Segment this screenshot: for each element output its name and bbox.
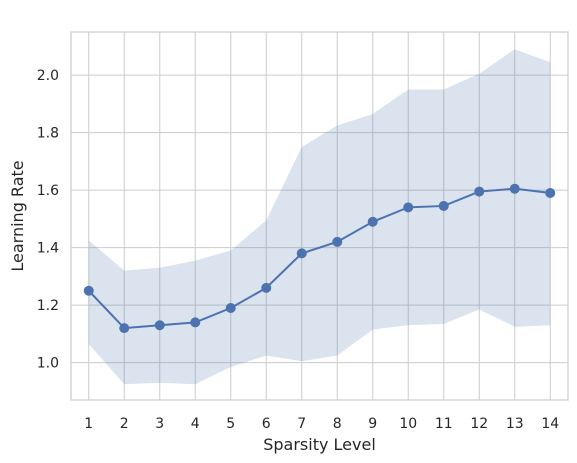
x-tick-label: 10 bbox=[399, 416, 417, 432]
data-point bbox=[367, 216, 378, 227]
x-tick-label: 9 bbox=[368, 416, 377, 432]
y-tick-labels: 1.0 1.2 1.4 1.6 1.8 2.0 bbox=[37, 68, 59, 372]
x-tick-label: 13 bbox=[506, 416, 524, 432]
x-tick-label: 3 bbox=[155, 416, 164, 432]
y-tick-label: 1.0 bbox=[37, 356, 59, 372]
x-tick-label: 5 bbox=[226, 416, 235, 432]
y-tick-label: 1.2 bbox=[37, 298, 59, 314]
x-axis-label: Sparsity Level bbox=[263, 435, 376, 454]
plot-frame bbox=[70, 31, 569, 401]
data-point bbox=[474, 186, 485, 197]
data-points bbox=[83, 183, 556, 334]
y-tick-label: 2.0 bbox=[37, 68, 59, 84]
series-line bbox=[88, 187, 551, 330]
data-point bbox=[83, 285, 94, 296]
x-tick-labels: 1 2 3 4 5 6 7 8 9 10 11 12 13 14 bbox=[84, 416, 559, 432]
x-tick-label: 7 bbox=[297, 416, 306, 432]
y-tick-label: 1.8 bbox=[37, 126, 59, 142]
x-tick-label: 11 bbox=[435, 416, 453, 432]
data-point bbox=[154, 320, 165, 331]
data-point bbox=[261, 282, 272, 293]
data-point bbox=[545, 188, 556, 198]
x-gridlines bbox=[88, 32, 551, 400]
x-tick-label: 4 bbox=[191, 416, 200, 432]
x-tick-label: 8 bbox=[333, 416, 342, 432]
data-point bbox=[296, 248, 307, 259]
data-point bbox=[509, 183, 520, 194]
confidence-band bbox=[88, 49, 551, 385]
confidence-band-area bbox=[88, 49, 551, 385]
data-point bbox=[190, 317, 201, 328]
data-point bbox=[119, 323, 130, 334]
data-point bbox=[225, 303, 236, 313]
y-axis-label: Learning Rate bbox=[8, 160, 27, 271]
y-tick-label: 1.6 bbox=[37, 183, 59, 199]
data-point bbox=[438, 200, 449, 211]
data-point bbox=[403, 202, 414, 213]
x-tick-label: 14 bbox=[541, 416, 559, 432]
x-tick-label: 2 bbox=[120, 416, 129, 432]
x-tick-label: 6 bbox=[262, 416, 271, 432]
x-tick-label: 12 bbox=[470, 416, 488, 432]
x-tick-label: 1 bbox=[84, 416, 93, 432]
y-tick-label: 1.4 bbox=[37, 241, 59, 257]
data-point bbox=[332, 236, 343, 247]
series-line-path bbox=[88, 187, 551, 330]
